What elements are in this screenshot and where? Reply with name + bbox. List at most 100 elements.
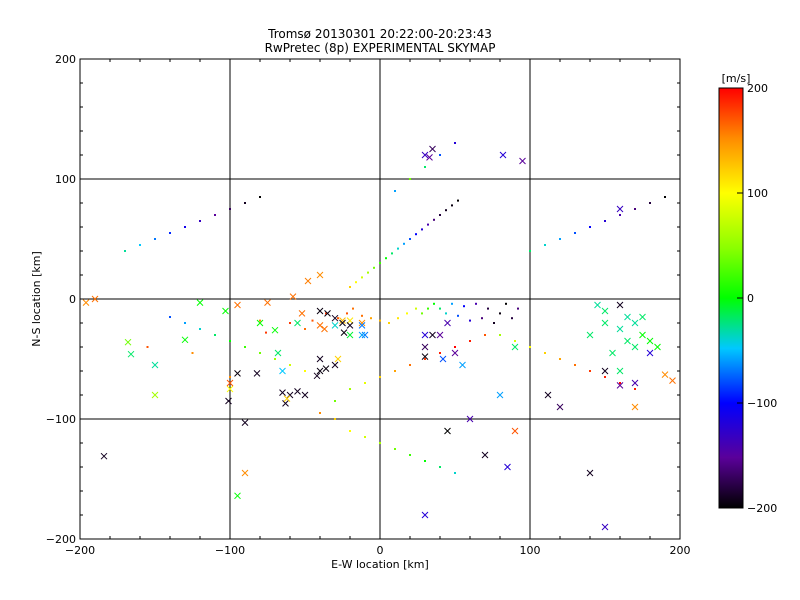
data-point [355,281,357,284]
data-point [439,466,441,468]
data-point [385,257,387,260]
y-axis-label: N-S location [km] [30,251,43,347]
data-point [454,142,456,144]
colorbar-label: [m/s] [722,72,751,85]
data-point [454,346,456,348]
data-cross [654,343,661,351]
data-cross [222,307,229,315]
colorbar-tick-label: −100 [747,397,777,410]
data-cross [661,371,669,378]
data-point [424,460,426,462]
data-cross [519,157,526,165]
data-cross [264,299,271,306]
data-cross [271,326,279,334]
data-cross [616,205,624,213]
data-point [397,247,399,250]
data-point [589,226,591,228]
data-cross [321,325,328,333]
data-cross [253,370,261,377]
data-point [559,358,561,360]
data-point [394,448,396,450]
data-cross [616,367,624,375]
data-point [499,334,501,336]
data-point [544,352,546,354]
data-cross [100,452,108,460]
x-axis-ticks: −200 −100 0 100 200 [65,59,691,557]
data-point [574,232,576,234]
data-cross [639,313,646,321]
data-cross [241,419,249,426]
data-cross [426,154,433,161]
data-cross [624,337,631,345]
data-point [229,376,231,378]
data-cross [226,379,234,387]
data-point [304,328,306,330]
data-cross [346,322,354,329]
data-point [139,244,141,246]
data-point [394,370,396,372]
data-point [379,442,381,444]
data-point [274,358,276,360]
data-cross [429,331,436,339]
data-point [469,319,471,322]
data-cross [444,319,451,327]
data-cross [556,403,564,411]
data-cross [421,343,429,351]
data-cross [316,355,324,363]
data-cross [331,314,339,322]
data-point [265,331,267,334]
x-tick-label: 0 [377,544,384,557]
data-point [433,218,435,221]
data-point [424,166,426,168]
chart-subtitle: RwPretec (8p) EXPERIMENTAL SKYMAP [265,41,496,55]
data-point [463,305,465,308]
data-cross [316,367,324,375]
data-cross [279,389,286,396]
data-point [388,322,390,324]
data-cross [358,319,366,327]
data-cross [496,391,504,399]
data-point [427,223,429,226]
data-cross [82,299,90,306]
data-point [514,340,516,342]
data-point [409,454,411,456]
data-point [352,307,354,310]
data-cross [151,361,159,369]
data-cross [124,338,132,346]
data-point [373,266,375,269]
data-point [439,214,441,216]
data-point [259,196,261,198]
data-point [421,228,423,231]
data-point [664,196,666,198]
data-cross [241,469,249,477]
data-cross [282,400,289,407]
data-cross [331,361,339,369]
data-cross [429,145,436,153]
data-cross [511,427,519,435]
data-cross [226,385,234,393]
data-point [445,312,447,315]
data-point [259,319,261,322]
data-point [349,286,351,288]
data-point [424,358,426,360]
data-cross [301,391,309,399]
data-point [361,276,363,279]
data-cross [196,299,204,306]
data-point [421,312,423,315]
data-point [544,244,546,246]
data-point [469,340,471,342]
data-point [169,232,171,234]
data-point [191,352,194,354]
data-cross [324,310,331,317]
y-tick-label: −100 [46,413,76,426]
x-tick-label: −200 [65,544,95,557]
data-point [451,204,453,207]
data-point [409,364,411,366]
data-point [439,307,441,310]
data-cross [313,372,321,380]
data-cross [451,349,459,357]
data-point [184,226,186,228]
data-cross [601,523,609,531]
colorbar-tick-label: −200 [747,502,777,515]
data-cross [358,322,366,329]
